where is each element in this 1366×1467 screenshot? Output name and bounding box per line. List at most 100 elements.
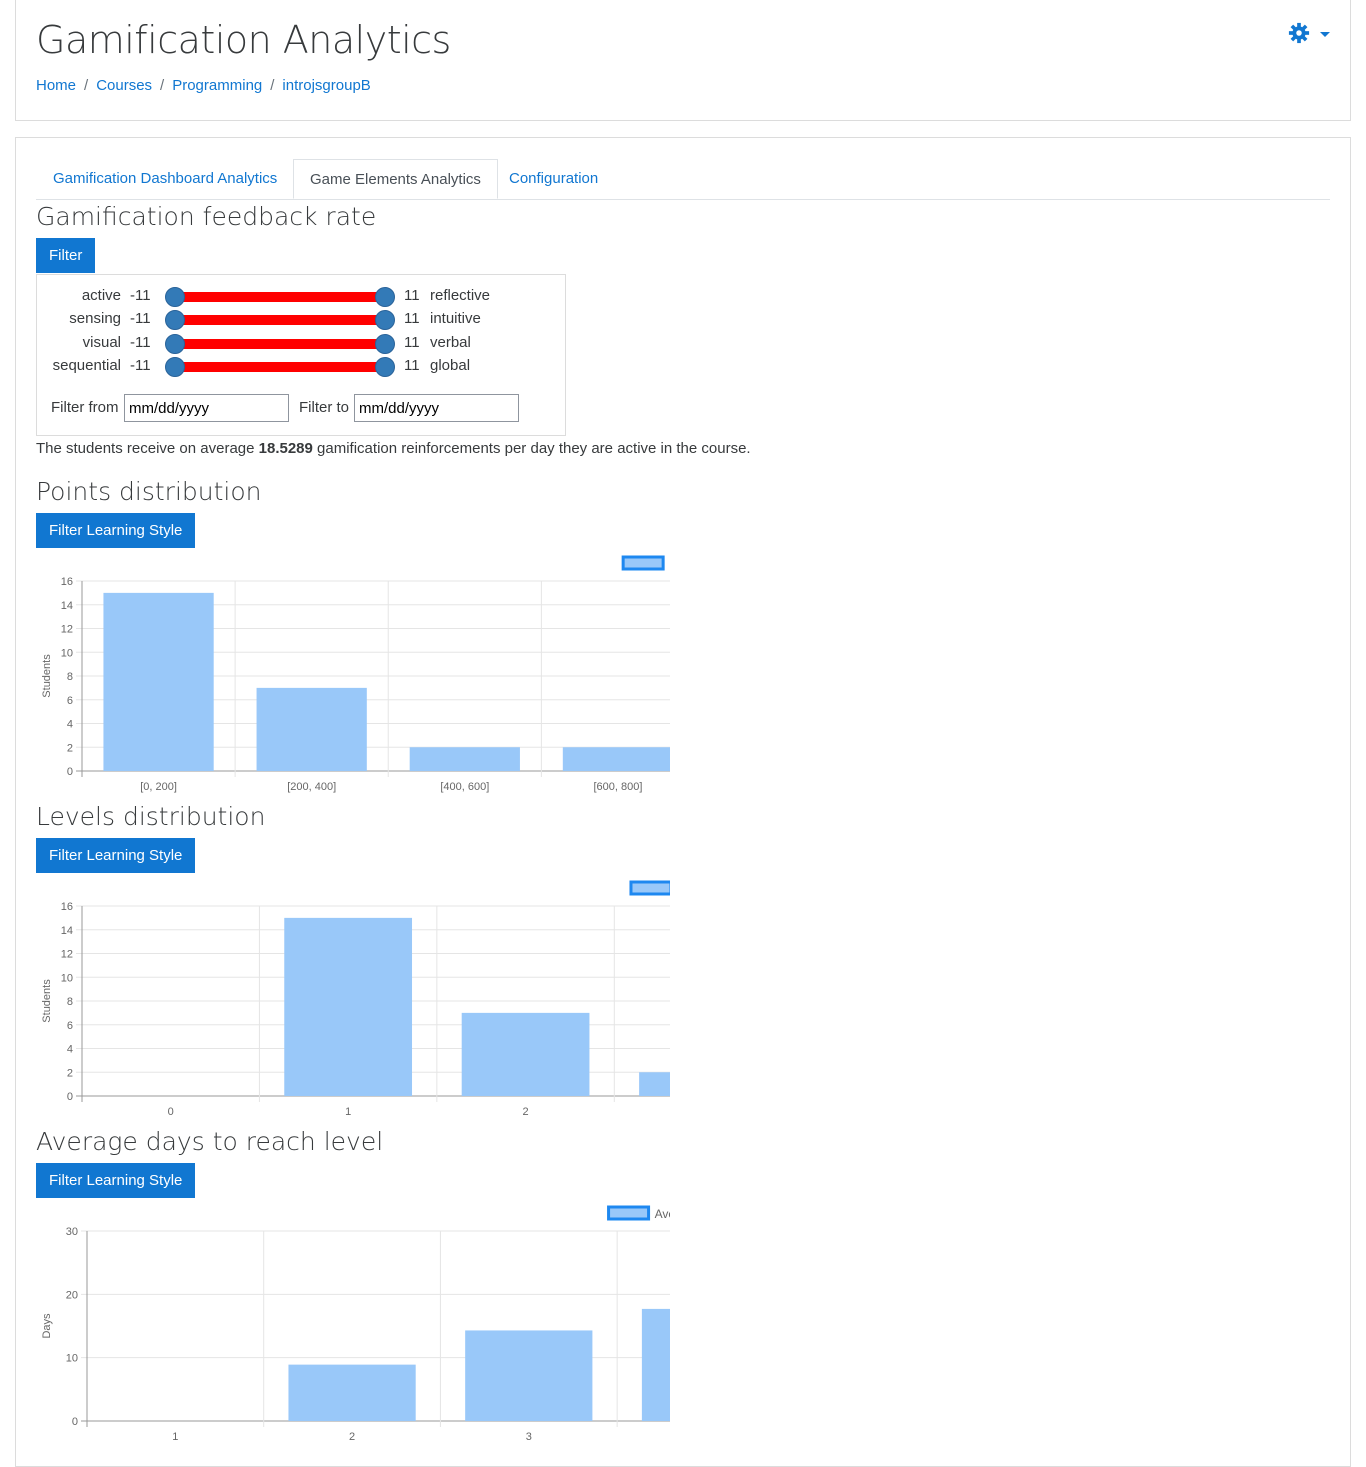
breadcrumb-home[interactable]: Home <box>36 77 77 94</box>
slider-left-label: sequential <box>52 357 121 374</box>
slider-min-handle[interactable] <box>165 334 185 354</box>
x-tick-label: [200, 400] <box>287 781 336 793</box>
levels-distribution-chart: Levels Distribution0246810121416Students… <box>36 879 1325 1129</box>
breadcrumb-programming[interactable]: Programming <box>172 77 263 94</box>
gear-icon <box>1288 22 1310 44</box>
date-from-input[interactable] <box>124 394 289 422</box>
average-reinforcement-text: The students receive on average 18.5289 … <box>36 440 751 457</box>
slider-sequential-global: sequential -11 11 global <box>37 355 565 377</box>
tab-game-elements-analytics[interactable]: Game Elements Analytics <box>293 159 498 199</box>
chart-svg: Points Distribution 0 2 4 6 8 10 12 14 16 Students… <box>41 555 1308 793</box>
bar <box>641 1308 770 1421</box>
y-tick-label: 10 <box>61 647 73 659</box>
x-tick-label: 1 <box>172 1431 178 1443</box>
y-tick-label: 14 <box>61 925 73 937</box>
legend-swatch <box>621 555 665 571</box>
slider-track[interactable] <box>175 339 385 349</box>
breadcrumb-separator: / <box>270 77 275 94</box>
bar <box>256 687 367 771</box>
slider-max-value: 11 <box>404 310 420 327</box>
y-tick-label: 20 <box>66 1289 78 1301</box>
x-tick-label: 3 <box>526 1431 532 1443</box>
slider-track[interactable] <box>175 362 385 372</box>
legend-label: Points Distribution <box>669 557 670 571</box>
slider-min-value: -11 <box>130 310 151 327</box>
legend-swatch <box>629 880 673 896</box>
y-tick-label: 10 <box>61 972 73 984</box>
breadcrumb-course[interactable]: introjsgroupB <box>282 77 371 94</box>
average-days-filter-learning-style-button[interactable]: Filter Learning Style <box>36 1163 196 1198</box>
page-header: Gamification Analytics Home / Courses / Prog… <box>15 0 1351 121</box>
legend-label: Average days to reach level <box>655 1207 670 1221</box>
settings-menu[interactable] <box>1288 22 1330 44</box>
tab-configuration[interactable]: Configuration <box>509 170 599 187</box>
x-tick-label: [400, 600] <box>440 781 489 793</box>
y-tick-label: 2 <box>67 742 73 754</box>
slider-max-value: 11 <box>404 287 420 304</box>
y-tick-label: 10 <box>66 1353 78 1365</box>
filter-from-label: Filter from <box>51 399 119 416</box>
slider-min-handle[interactable] <box>165 287 185 307</box>
filter-button[interactable]: Filter <box>36 238 96 273</box>
slider-min-value: -11 <box>130 287 151 304</box>
date-to-input[interactable] <box>354 394 519 422</box>
bar <box>284 917 413 1096</box>
average-days-title: Average days to reach level <box>36 1127 384 1156</box>
y-tick-label: 4 <box>67 1044 73 1056</box>
page-title: Gamification Analytics <box>36 18 451 62</box>
slider-max-handle[interactable] <box>375 310 395 330</box>
average-days-chart: Average days to reach level 0 10 20 30 Days 1 2… <box>36 1204 1325 1454</box>
slider-left-label: visual <box>82 334 121 351</box>
slider-right-label: reflective <box>430 287 491 304</box>
levels-distribution-title: Levels distribution <box>36 802 266 831</box>
slider-max-handle[interactable] <box>375 334 395 354</box>
x-tick-label: [600, 800] <box>593 781 642 793</box>
bar <box>465 1330 593 1421</box>
bar <box>562 747 674 771</box>
bar <box>461 1012 590 1096</box>
points-distribution-title: Points distribution <box>36 477 262 506</box>
avg-suffix: gamification reinforcements per day they… <box>312 440 751 457</box>
x-tick-label: 2 <box>349 1431 355 1443</box>
y-tick-label: 16 <box>61 901 73 913</box>
y-tick-label: 14 <box>61 600 73 612</box>
y-tick-label: 6 <box>67 1020 73 1032</box>
x-tick-label: 2 <box>523 1106 529 1118</box>
slider-track[interactable] <box>175 315 385 325</box>
bar <box>288 1364 416 1421</box>
points-filter-learning-style-button[interactable]: Filter Learning Style <box>36 513 196 548</box>
y-axis-label: Students <box>41 654 53 698</box>
feedback-title: Gamification feedback rate <box>36 202 377 231</box>
x-tick-label: 1 <box>345 1106 351 1118</box>
slider-right-label: global <box>430 357 471 374</box>
bar <box>103 592 214 771</box>
slider-right-label: intuitive <box>430 310 481 327</box>
y-tick-label: 8 <box>67 671 73 683</box>
breadcrumb-separator: / <box>84 77 89 94</box>
slider-max-handle[interactable] <box>375 287 395 307</box>
y-axis-label: Students <box>41 979 53 1023</box>
y-tick-label: 6 <box>67 695 73 707</box>
filter-to-label: Filter to <box>299 399 350 416</box>
y-tick-label: 12 <box>61 949 73 961</box>
y-tick-label: 30 <box>66 1226 78 1238</box>
y-tick-label: 12 <box>61 624 73 636</box>
y-tick-label: 8 <box>67 996 73 1008</box>
y-tick-label: 2 <box>67 1067 73 1079</box>
learning-style-filter: active -11 11 reflective sensing -11 11 … <box>36 274 566 436</box>
y-axis-label: Days <box>41 1313 53 1339</box>
slider-visual-verbal: visual -11 11 verbal <box>37 332 565 354</box>
slider-min-value: -11 <box>130 334 151 351</box>
slider-max-handle[interactable] <box>375 357 395 377</box>
y-tick-label: 0 <box>67 1091 73 1103</box>
slider-max-value: 11 <box>404 357 420 374</box>
slider-right-label: verbal <box>430 334 471 351</box>
tab-dashboard-analytics[interactable]: Gamification Dashboard Analytics <box>53 170 278 187</box>
breadcrumb-courses[interactable]: Courses <box>96 77 153 94</box>
levels-filter-learning-style-button[interactable]: Filter Learning Style <box>36 838 196 873</box>
slider-track[interactable] <box>175 292 385 302</box>
slider-max-value: 11 <box>404 334 420 351</box>
slider-min-handle[interactable] <box>165 310 185 330</box>
x-tick-label: 0 <box>168 1106 174 1118</box>
slider-min-handle[interactable] <box>165 357 185 377</box>
